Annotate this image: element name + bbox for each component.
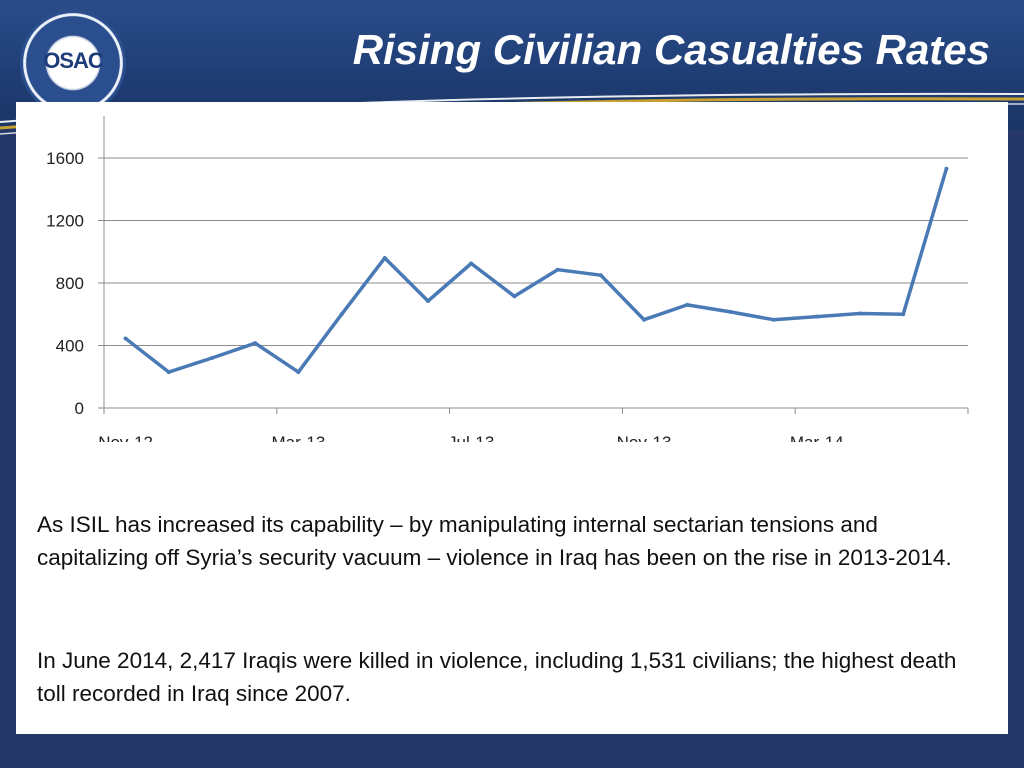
- x-tick-label: Nov-13: [617, 433, 672, 442]
- data-point: [339, 312, 344, 317]
- y-tick-label: 1200: [46, 212, 84, 231]
- data-point: [166, 370, 171, 375]
- data-point: [296, 370, 301, 375]
- data-point: [210, 356, 214, 360]
- data-point: [426, 298, 430, 303]
- data-point: [469, 261, 474, 266]
- page-title: Rising Civilian Casualties Rates: [352, 26, 990, 73]
- x-axis-labels: Nov-12 Mar-13 Jul-13 Nov-13 Mar-14: [98, 433, 844, 442]
- data-point: [382, 256, 387, 260]
- y-tick-label: 800: [56, 274, 84, 293]
- x-tick-label: Jul-13: [448, 433, 494, 442]
- casualties-line-chart: 0 400 800 1200 1600 Nov-12 Mar-13 Jul-13 Nov-13…: [46, 116, 969, 442]
- data-point: [728, 309, 733, 314]
- chart-axes: [98, 116, 969, 414]
- chart-series: [123, 166, 949, 375]
- y-tick-label: 1600: [46, 149, 84, 168]
- series-line: [123, 167, 949, 374]
- body-paragraph-1: As ISIL has increased its capability – b…: [37, 512, 952, 570]
- data-point: [944, 166, 949, 171]
- data-point: [123, 336, 128, 341]
- y-tick-label: 0: [75, 399, 84, 418]
- y-tick-label: 400: [56, 337, 84, 356]
- seal-logo-text: OSAC: [43, 48, 104, 73]
- data-point: [858, 311, 862, 316]
- y-axis-labels: 0 400 800 1200 1600: [46, 149, 84, 418]
- x-tick-label: Mar-13: [271, 433, 325, 442]
- osac-seal-icon: OSAC: [20, 10, 126, 116]
- x-tick-label: Mar-14: [790, 433, 844, 442]
- data-point: [598, 273, 603, 278]
- x-tick-label: Nov-12: [98, 433, 153, 442]
- data-point: [253, 341, 258, 346]
- data-point: [512, 294, 517, 299]
- data-point: [642, 317, 646, 322]
- content-panel: 0 400 800 1200 1600 Nov-12 Mar-13 Jul-13 Nov-13…: [16, 102, 1008, 734]
- data-point: [901, 312, 906, 317]
- data-point: [555, 267, 560, 272]
- body-paragraph-2: In June 2014, 2,417 Iraqis were killed i…: [37, 648, 957, 706]
- data-point: [685, 302, 690, 307]
- chart-gridlines: [104, 157, 968, 346]
- data-point: [771, 317, 776, 322]
- data-point: [814, 314, 819, 319]
